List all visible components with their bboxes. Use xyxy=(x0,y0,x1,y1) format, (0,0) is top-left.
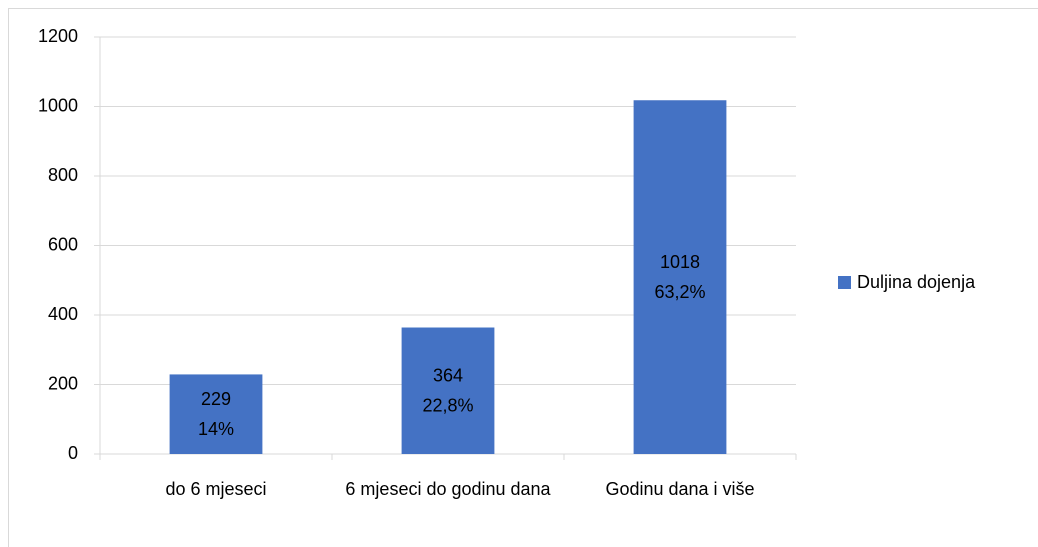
y-tick-label: 400 xyxy=(48,304,78,324)
x-tick-label: Godinu dana i više xyxy=(605,479,755,499)
y-tick-label: 200 xyxy=(48,373,78,393)
chart-border xyxy=(8,8,1038,547)
x-tick-label: 6 mjeseci do godinu dana xyxy=(345,479,551,499)
legend-swatch xyxy=(838,276,851,289)
share-label: 63,2% xyxy=(654,282,705,302)
bar xyxy=(169,374,263,454)
bar xyxy=(633,100,727,455)
y-tick-label: 0 xyxy=(68,443,78,463)
data-label: 229 xyxy=(201,389,231,409)
y-tick-label: 800 xyxy=(48,165,78,185)
y-tick-label: 600 xyxy=(48,234,78,254)
x-tick-label: do 6 mjeseci xyxy=(165,479,267,499)
y-tick-label: 1000 xyxy=(38,95,78,115)
share-label: 14% xyxy=(198,419,234,439)
share-label: 22,8% xyxy=(422,396,473,416)
y-tick-label: 1200 xyxy=(38,26,78,46)
data-label: 1018 xyxy=(660,252,700,272)
bar xyxy=(401,327,495,454)
legend-label: Duljina dojenja xyxy=(857,272,976,292)
data-label: 364 xyxy=(433,366,463,386)
